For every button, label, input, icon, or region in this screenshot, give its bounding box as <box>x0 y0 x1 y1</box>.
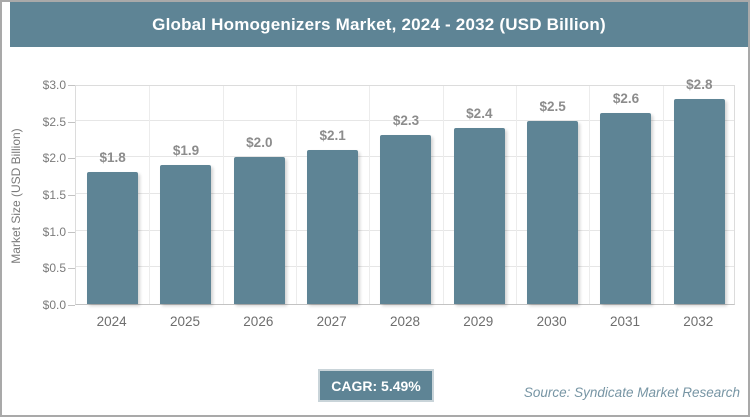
bar-value-label: $1.8 <box>99 150 126 165</box>
y-tick-mark <box>68 121 75 123</box>
bar-slot: $2.6 <box>589 86 662 304</box>
y-tick-label: $0.0 <box>42 298 66 312</box>
y-tick-mark <box>68 231 75 233</box>
vertical-gridline <box>296 86 297 304</box>
bar-2024 <box>87 172 139 304</box>
x-tick-label-2024: 2024 <box>96 314 127 329</box>
plot-area: $1.8 $1.9 $2.0 $2.1 $2.3 $2.4 $2.5 $2.6 $2.8 <box>75 77 736 305</box>
vertical-gridline <box>149 86 151 304</box>
y-tick-label: $2.5 <box>42 114 66 129</box>
bar-2030 <box>527 120 579 304</box>
vertical-gridline <box>589 86 591 304</box>
x-tick-label-2030: 2030 <box>536 314 567 329</box>
y-axis-ticks: $0.0 $0.5 $1.0 $1.5 $2.0 $2.5 $3.0 <box>2 78 66 312</box>
x-tick-label-2032: 2032 <box>683 314 714 329</box>
bar-slot: $1.8 <box>76 86 149 304</box>
vertical-gridline <box>516 86 517 304</box>
bar-value-label: $1.9 <box>172 142 200 158</box>
vertical-gridline <box>662 86 664 304</box>
bar-slot: $2.1 <box>296 86 369 304</box>
y-tick-label: $2.0 <box>42 151 66 166</box>
bar-2032 <box>673 98 725 304</box>
bar-slot: $2.8 <box>663 77 736 304</box>
chart-title: Global Homogenizers Market, 2024 - 2032 … <box>152 14 606 34</box>
bar-value-label: $2.3 <box>392 113 420 129</box>
bar-2025 <box>160 164 212 304</box>
x-tick-label-2025: 2025 <box>169 314 201 329</box>
horizontal-gridline <box>76 119 734 121</box>
y-tick-mark <box>68 85 75 86</box>
bar-value-label: $2.1 <box>319 128 346 143</box>
source-attribution: Source: Syndicate Market Research <box>523 385 740 400</box>
bar-2026 <box>233 157 285 304</box>
bar-slot: $2.4 <box>443 86 516 304</box>
x-tick-label-2029: 2029 <box>463 314 494 329</box>
x-tick-label-2031: 2031 <box>609 314 640 329</box>
y-tick-mark <box>68 158 75 160</box>
vertical-gridline <box>369 86 371 304</box>
bar-2028 <box>380 135 432 304</box>
bar-2031 <box>600 113 652 304</box>
x-axis-labels: 2024 2025 2026 2027 2028 2029 2030 2031 2032 <box>75 314 735 334</box>
bar-value-label: $2.6 <box>612 91 640 107</box>
bar-value-label: $2.4 <box>466 106 493 121</box>
bar-2027 <box>307 150 359 304</box>
bar-slot: $2.0 <box>223 86 296 304</box>
bar-value-label: $2.5 <box>539 98 566 114</box>
x-tick-label-2027: 2027 <box>316 314 347 329</box>
y-tick-mark <box>68 195 75 196</box>
bar-value-label: $2.0 <box>246 135 273 151</box>
bar-slot: $2.3 <box>369 86 442 304</box>
bar-2029 <box>453 128 505 304</box>
y-tick-label: $1.5 <box>42 188 66 202</box>
y-tick-mark <box>68 268 75 270</box>
bar-slot: $2.5 <box>516 86 589 304</box>
vertical-gridline <box>222 86 224 304</box>
y-tick-label: $3.0 <box>42 78 66 92</box>
y-tick-mark <box>68 305 75 306</box>
y-tick-label: $1.0 <box>42 224 66 239</box>
y-tick-label: $0.5 <box>42 261 66 276</box>
bar-value-label: $2.8 <box>686 76 713 92</box>
x-tick-label-2026: 2026 <box>243 314 274 329</box>
cagr-badge: CAGR: 5.49% <box>318 369 434 402</box>
vertical-gridline <box>442 86 444 304</box>
x-tick-label-2028: 2028 <box>389 314 420 329</box>
bar-slot: $1.9 <box>149 86 222 304</box>
chart-title-bar: Global Homogenizers Market, 2024 - 2032 … <box>10 2 748 47</box>
